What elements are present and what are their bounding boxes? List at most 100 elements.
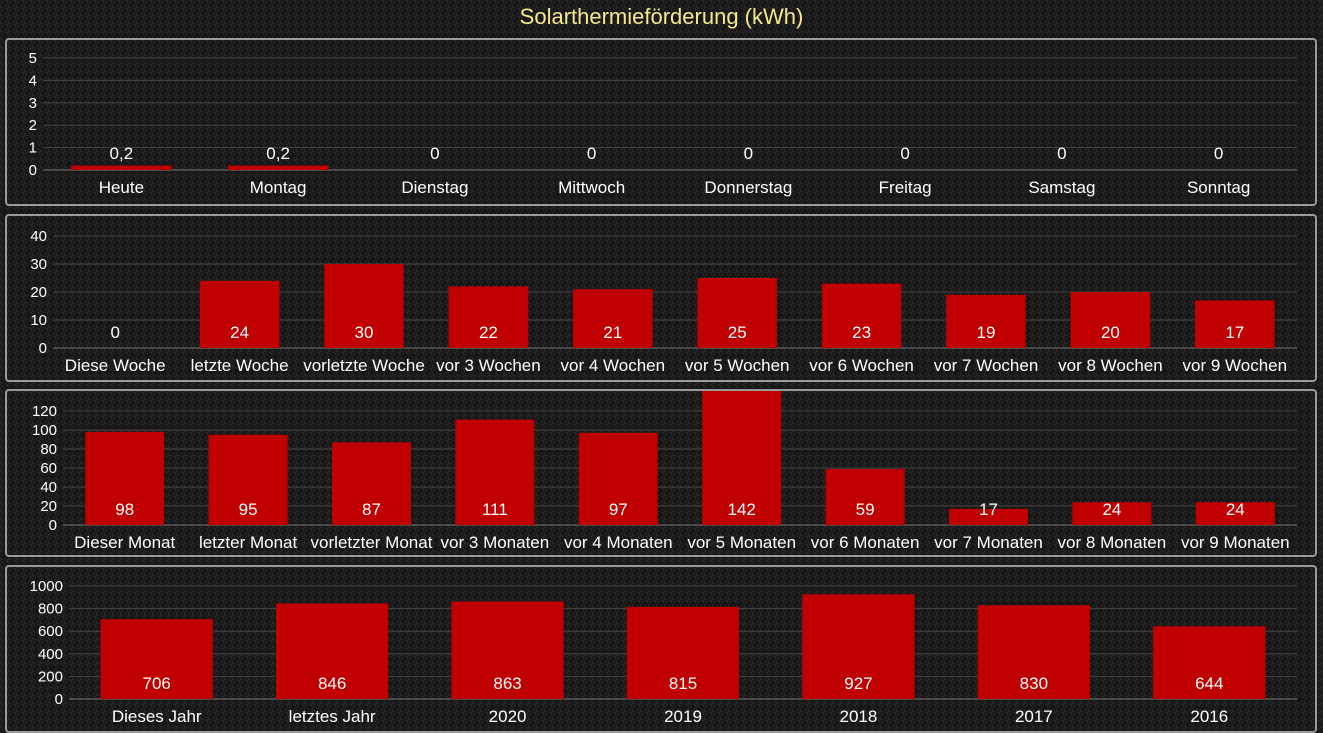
x-tick-label: vor 5 Wochen	[685, 356, 790, 375]
bar-chart-weeks: 0 10 20 30 40 0 Diese Woche 24 letzte Woche 30 vor…	[30, 228, 1297, 375]
x-tick-label: letzte Woche	[191, 356, 289, 375]
page-title: Solarthermieförderung (kWh)	[519, 4, 804, 29]
data-label: 0	[1214, 144, 1223, 163]
x-tick-label: Heute	[99, 178, 144, 197]
data-label: 863	[493, 674, 521, 693]
x-tick-label: vor 3 Wochen	[436, 356, 541, 375]
bar-chart-years: 0 200 400 600 800 1000 706 Dieses Jahr 846 letzte…	[30, 578, 1297, 726]
bar	[451, 601, 564, 699]
y-tick-label: 1000	[30, 578, 63, 595]
data-label: 20	[1101, 323, 1120, 342]
x-tick-label: letzter Monat	[199, 533, 298, 552]
bar	[802, 594, 915, 699]
x-tick-label: vorletzte Woche	[303, 356, 425, 375]
y-tick-label: 100	[32, 422, 57, 439]
x-tick-label: Mittwoch	[558, 178, 625, 197]
data-label: 97	[609, 500, 628, 519]
x-tick-label: 2018	[840, 707, 878, 726]
bar	[1195, 502, 1275, 525]
data-label: 111	[482, 500, 508, 519]
data-label: 0	[110, 323, 119, 342]
bar	[821, 283, 902, 348]
bar	[276, 603, 389, 699]
bar-chart-months: 0 20 40 60 80 100 120 98 Dieser Monat 95 letzter M…	[32, 391, 1297, 552]
x-tick-label: vor 4 Wochen	[561, 356, 666, 375]
x-tick-label: 2020	[489, 707, 527, 726]
data-label: 23	[852, 323, 871, 342]
x-tick-label: 2019	[664, 707, 702, 726]
chart-panel-weeks: 0 10 20 30 40 0 Diese Woche 24 letzte Woche 30 vor…	[5, 214, 1317, 382]
chart-panel-months: 0 20 40 60 80 100 120 98 Dieser Monat 95 letzter M…	[5, 389, 1317, 557]
x-tick-label: Freitag	[879, 178, 932, 197]
data-label: 0,2	[110, 144, 134, 163]
data-label: 19	[977, 323, 996, 342]
bar	[100, 619, 213, 699]
x-tick-label: Dienstag	[401, 178, 468, 197]
bar	[455, 419, 535, 525]
x-tick-label: vorletzter Monat	[311, 533, 433, 552]
y-tick-label: 3	[29, 95, 37, 112]
data-label: 0	[587, 144, 596, 163]
data-label: 0	[900, 144, 909, 163]
data-label: 0,2	[266, 144, 290, 163]
x-tick-label: Dieses Jahr	[112, 707, 202, 726]
y-tick-label: 30	[30, 256, 47, 273]
chart-panel-years: 0 200 400 600 800 1000 706 Dieses Jahr 846 letzte…	[5, 565, 1317, 733]
y-tick-label: 0	[29, 162, 37, 179]
y-tick-label: 40	[30, 228, 47, 245]
x-tick-label: vor 3 Monaten	[441, 533, 550, 552]
bar	[1153, 626, 1266, 699]
bar	[626, 606, 740, 699]
data-label: 59	[856, 500, 875, 519]
y-tick-label: 10	[30, 312, 47, 329]
bar	[448, 286, 529, 348]
x-tick-label: vor 5 Monaten	[687, 533, 796, 552]
chart-panel-days: 0 1 2 3 4 5 0,2 Heute 0,2 Montag 0 Dienstag 0 Mittwoc…	[5, 38, 1317, 206]
x-tick-label: Diese Woche	[65, 356, 166, 375]
y-tick-label: 0	[39, 340, 47, 357]
bar	[946, 294, 1026, 348]
y-tick-label: 20	[30, 284, 47, 301]
data-label: 0	[1057, 144, 1066, 163]
bar	[332, 442, 411, 525]
x-tick-label: 2016	[1190, 707, 1228, 726]
bar	[949, 508, 1028, 525]
bar	[1070, 292, 1151, 348]
y-tick-label: 0	[49, 517, 57, 534]
data-label: 644	[1195, 674, 1223, 693]
x-tick-label: vor 9 Wochen	[1183, 356, 1288, 375]
data-label: 927	[844, 674, 872, 693]
data-label: 87	[362, 500, 381, 519]
bar	[208, 434, 288, 525]
data-label: 21	[603, 323, 622, 342]
x-tick-label: Dieser Monat	[74, 533, 175, 552]
bar	[227, 165, 329, 170]
data-label: 22	[479, 323, 498, 342]
bar	[702, 391, 782, 525]
x-tick-label: Montag	[250, 178, 307, 197]
data-label: 815	[669, 674, 697, 693]
y-tick-label: 60	[40, 460, 57, 477]
data-label: 24	[1226, 500, 1245, 519]
data-label: 25	[728, 323, 747, 342]
data-label: 95	[239, 500, 258, 519]
y-tick-label: 5	[29, 50, 37, 67]
bar	[85, 431, 165, 525]
bar	[697, 278, 778, 348]
y-tick-label: 400	[38, 646, 63, 663]
data-label: 142	[728, 500, 756, 519]
bar	[825, 468, 905, 525]
y-tick-label: 20	[40, 498, 57, 515]
bar-chart-days: 0 1 2 3 4 5 0,2 Heute 0,2 Montag 0 Dienstag 0 Mittwoc…	[29, 50, 1297, 197]
x-tick-label: vor 6 Monaten	[811, 533, 920, 552]
data-label: 0	[430, 144, 439, 163]
data-label: 30	[355, 323, 374, 342]
y-tick-label: 120	[32, 403, 57, 420]
data-label: 0	[744, 144, 753, 163]
bar	[572, 289, 653, 348]
y-tick-label: 4	[29, 72, 37, 89]
x-tick-label: vor 8 Wochen	[1058, 356, 1163, 375]
x-tick-label: 2017	[1015, 707, 1053, 726]
x-tick-label: vor 8 Monaten	[1058, 533, 1167, 552]
bar	[324, 264, 404, 348]
